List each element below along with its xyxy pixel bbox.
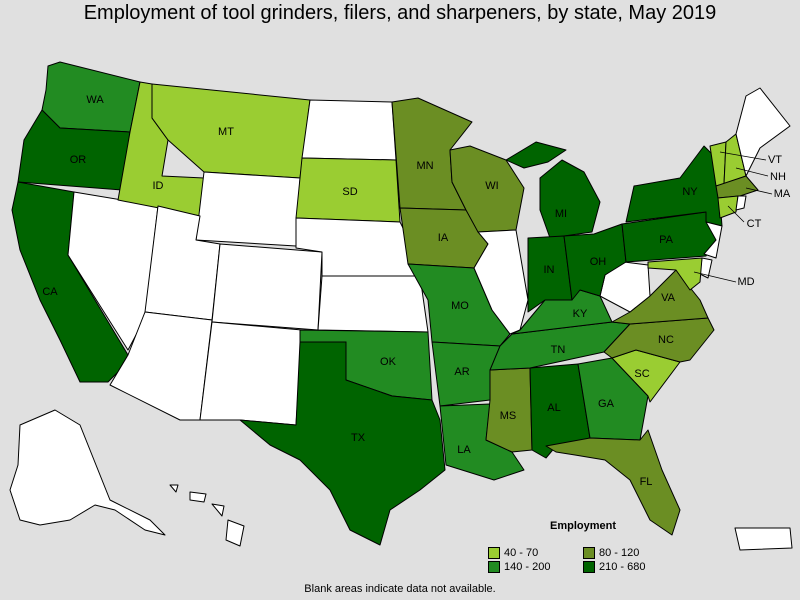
- callout-line-nh: [735, 167, 769, 177]
- legend-item-140-200: 140 - 200: [488, 560, 583, 573]
- state-ct[interactable]: [717, 195, 739, 219]
- state-label-la: LA: [457, 444, 471, 456]
- state-label-mi: MI: [555, 208, 567, 220]
- state-wy[interactable]: [195, 171, 301, 247]
- state-il[interactable]: [473, 229, 529, 335]
- state-ma[interactable]: [715, 175, 759, 199]
- state-mi[interactable]: [505, 141, 601, 239]
- state-ga[interactable]: [577, 357, 649, 441]
- state-nm[interactable]: [199, 321, 303, 426]
- state-label-ar: AR: [454, 366, 469, 378]
- state-label-ca: CA: [42, 286, 58, 298]
- state-fl[interactable]: [545, 429, 681, 536]
- state-label-oh: OH: [590, 256, 607, 268]
- state-ny[interactable]: [625, 145, 723, 227]
- state-label-or: OR: [70, 154, 87, 166]
- legend: Employment 40 - 70 80 - 120 140 - 200 21…: [488, 520, 688, 573]
- state-ak[interactable]: [9, 409, 166, 536]
- state-label-fl: FL: [640, 476, 653, 488]
- state-co[interactable]: [211, 243, 323, 331]
- state-tx[interactable]: [239, 341, 446, 546]
- map-title: Employment of tool grinders, filers, and…: [83, 2, 717, 24]
- callout-line-vt: [719, 151, 767, 161]
- state-label-tx: TX: [351, 432, 366, 444]
- state-label-id: ID: [153, 180, 164, 192]
- state-label-mo: MO: [451, 300, 469, 312]
- state-label-wa: WA: [86, 94, 104, 106]
- state-label-pa: PA: [659, 234, 674, 246]
- legend-swatch: [488, 560, 500, 573]
- callout-line-ma: [745, 187, 773, 195]
- callout-line-md: [693, 271, 737, 283]
- state-label-ct: CT: [747, 218, 762, 230]
- state-label-md: MD: [737, 276, 754, 288]
- state-label-ky: KY: [573, 308, 588, 320]
- state-label-vt: VT: [768, 154, 782, 166]
- state-label-va: VA: [661, 292, 676, 304]
- state-label-ma: MA: [774, 188, 791, 200]
- state-label-wi: WI: [485, 180, 498, 192]
- state-nd[interactable]: [301, 99, 397, 161]
- state-label-mn: MN: [416, 160, 433, 172]
- state-az[interactable]: [109, 311, 213, 421]
- state-label-ms: MS: [500, 410, 517, 422]
- state-label-tn: TN: [551, 344, 566, 356]
- legend-swatch: [583, 560, 595, 573]
- legend-label: 210 - 680: [599, 560, 646, 573]
- state-ks[interactable]: [317, 275, 429, 333]
- state-label-ny: NY: [682, 186, 698, 198]
- legend-item-210-680: 210 - 680: [583, 560, 678, 573]
- state-in[interactable]: [527, 235, 573, 313]
- legend-swatch: [583, 546, 595, 559]
- state-pr[interactable]: [734, 527, 793, 551]
- callout-line-ct: [727, 205, 745, 223]
- legend-label: 140 - 200: [504, 560, 551, 573]
- state-label-ga: GA: [598, 398, 615, 410]
- footnote: Blank areas indicate data not available.: [304, 583, 496, 595]
- state-label-sd: SD: [342, 186, 357, 198]
- state-label-ok: OK: [380, 356, 397, 368]
- legend-swatch: [488, 546, 500, 559]
- legend-title: Employment: [549, 520, 616, 532]
- state-oh[interactable]: [563, 223, 627, 301]
- state-label-ia: IA: [438, 232, 449, 244]
- legend-label: 40 - 70: [504, 546, 539, 559]
- state-label-in: IN: [544, 264, 555, 276]
- state-label-nh: NH: [770, 171, 786, 183]
- legend-item-40-70: 40 - 70: [488, 546, 583, 559]
- state-ri[interactable]: [735, 195, 747, 211]
- state-nj[interactable]: [703, 221, 723, 259]
- state-label-nc: NC: [658, 334, 674, 346]
- state-label-mt: MT: [218, 126, 234, 138]
- legend-label: 80 - 120: [599, 546, 640, 559]
- state-label-sc: SC: [634, 368, 649, 380]
- state-label-al: AL: [547, 402, 560, 414]
- legend-item-80-120: 80 - 120: [583, 546, 678, 559]
- state-md[interactable]: [647, 257, 703, 291]
- state-hi[interactable]: [169, 484, 245, 547]
- state-labels: WA OR CA ID MT SD MN WI IA MO OK TX AR L…: [42, 94, 791, 488]
